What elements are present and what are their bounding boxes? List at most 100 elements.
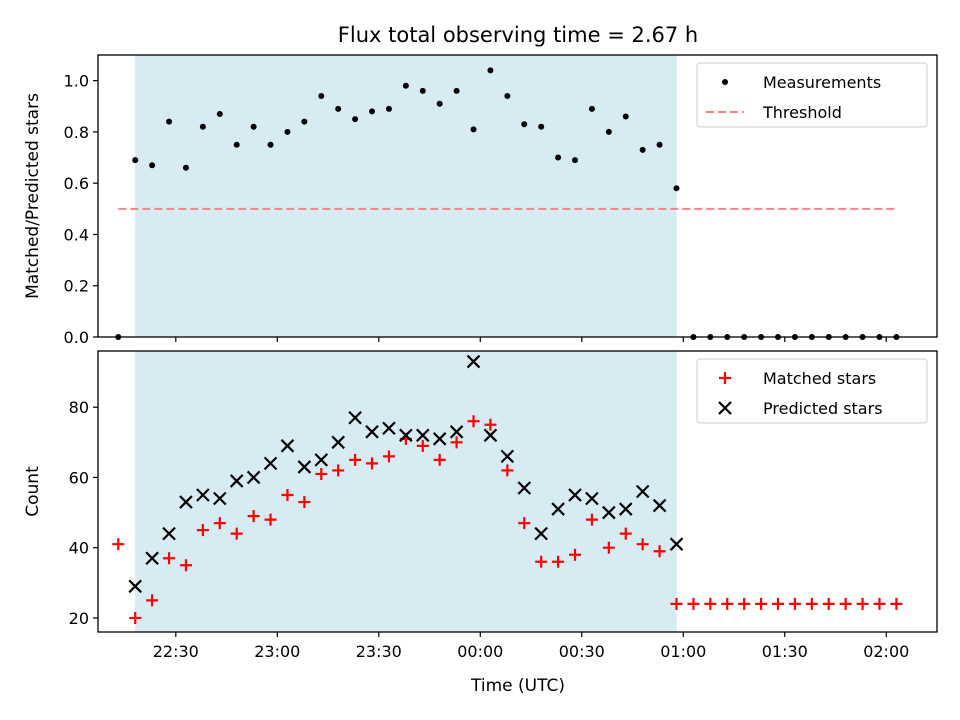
y-axis-label: Matched/Predicted stars bbox=[23, 93, 43, 299]
data-point bbox=[230, 527, 243, 540]
data-point bbox=[738, 597, 751, 610]
data-point bbox=[670, 597, 683, 610]
x-tick-label: 23:30 bbox=[356, 642, 402, 661]
data-point bbox=[281, 489, 294, 502]
x-tick-label: 22:30 bbox=[153, 642, 199, 661]
data-point bbox=[402, 82, 409, 89]
data-point bbox=[568, 488, 582, 502]
data-point bbox=[432, 432, 447, 446]
data-point bbox=[267, 141, 274, 148]
data-point bbox=[619, 527, 632, 540]
data-point bbox=[721, 597, 734, 610]
legend-label: Predicted stars bbox=[763, 399, 883, 418]
data-point bbox=[504, 93, 511, 100]
data-point bbox=[602, 541, 615, 554]
data-point bbox=[196, 488, 210, 502]
data-point bbox=[602, 505, 616, 520]
data-point bbox=[822, 597, 835, 610]
data-point bbox=[182, 164, 189, 171]
data-point bbox=[873, 597, 886, 610]
data-point bbox=[199, 123, 206, 130]
data-point bbox=[518, 517, 531, 530]
series-predicted-stars bbox=[128, 354, 684, 594]
data-point bbox=[639, 146, 646, 153]
y-axis-label: Count bbox=[23, 466, 43, 517]
data-point bbox=[416, 439, 429, 452]
y-tick-label: 0.8 bbox=[64, 123, 89, 142]
data-point bbox=[348, 410, 362, 425]
data-point bbox=[551, 502, 565, 516]
data-point bbox=[297, 460, 312, 474]
data-point bbox=[352, 116, 359, 123]
data-point bbox=[605, 128, 612, 135]
legend-label: Threshold bbox=[762, 103, 842, 122]
data-point bbox=[500, 449, 515, 464]
data-point bbox=[419, 87, 426, 94]
data-point bbox=[385, 105, 392, 112]
data-point bbox=[399, 428, 413, 443]
observing-span bbox=[135, 55, 677, 337]
y-tick-label: 40 bbox=[69, 539, 89, 558]
data-point bbox=[314, 453, 329, 467]
data-point bbox=[284, 128, 291, 135]
data-point bbox=[112, 538, 125, 551]
data-point bbox=[449, 425, 464, 439]
y-tick-label: 0.2 bbox=[64, 277, 89, 296]
data-point bbox=[788, 597, 801, 610]
data-point bbox=[216, 110, 223, 117]
data-point bbox=[467, 415, 480, 428]
data-point bbox=[517, 481, 532, 495]
data-point bbox=[129, 611, 142, 624]
data-point bbox=[669, 537, 684, 551]
data-point bbox=[653, 545, 666, 558]
data-point bbox=[331, 435, 345, 450]
data-point bbox=[588, 105, 595, 112]
legend-marker bbox=[719, 372, 731, 384]
data-point bbox=[585, 491, 599, 506]
bottom-panel-counts: 20 40 60 80 22:30 23:00 23:30 00:00 00:30 01:00 01… bbox=[23, 350, 938, 661]
legend-label: Matched stars bbox=[763, 369, 876, 388]
data-point bbox=[569, 548, 582, 561]
x-tick-label: 00:00 bbox=[457, 642, 503, 661]
legend-box bbox=[696, 62, 928, 128]
data-point bbox=[534, 526, 548, 541]
axes-frame bbox=[97, 54, 938, 338]
data-point bbox=[264, 513, 277, 526]
data-point bbox=[349, 453, 362, 466]
legend: Measurements Threshold bbox=[696, 62, 928, 128]
data-point bbox=[213, 517, 226, 530]
data-point bbox=[233, 141, 240, 148]
x-tick-label: 00:30 bbox=[559, 642, 605, 661]
data-point bbox=[656, 141, 663, 148]
data-point bbox=[162, 526, 176, 541]
y-tick-label: 80 bbox=[69, 398, 89, 417]
data-point bbox=[246, 470, 261, 485]
data-point bbox=[652, 498, 667, 513]
data-point bbox=[535, 555, 548, 568]
x-tick-label: 23:00 bbox=[254, 642, 300, 661]
y-tick-label: 0.0 bbox=[64, 328, 89, 347]
data-point bbox=[365, 425, 379, 439]
y-tick-label: 1.0 bbox=[64, 72, 89, 91]
data-point bbox=[618, 502, 633, 516]
data-point bbox=[145, 551, 159, 566]
data-point bbox=[450, 436, 463, 449]
data-point bbox=[453, 87, 460, 94]
data-point bbox=[636, 538, 649, 551]
data-point bbox=[332, 464, 345, 477]
data-point bbox=[673, 185, 680, 192]
data-point bbox=[436, 100, 443, 107]
legend-label: Measurements bbox=[763, 73, 881, 92]
data-point bbox=[179, 495, 193, 509]
y-tick-label: 60 bbox=[69, 468, 89, 487]
data-point bbox=[335, 105, 342, 112]
data-point bbox=[132, 157, 139, 164]
data-point bbox=[755, 597, 768, 610]
x-tick-label: 01:00 bbox=[660, 642, 706, 661]
data-point bbox=[538, 123, 545, 130]
x-tick-label: 02:00 bbox=[863, 642, 909, 661]
axes-frame bbox=[97, 350, 938, 633]
data-point bbox=[229, 474, 244, 488]
data-point bbox=[213, 491, 227, 506]
data-point bbox=[382, 450, 395, 463]
